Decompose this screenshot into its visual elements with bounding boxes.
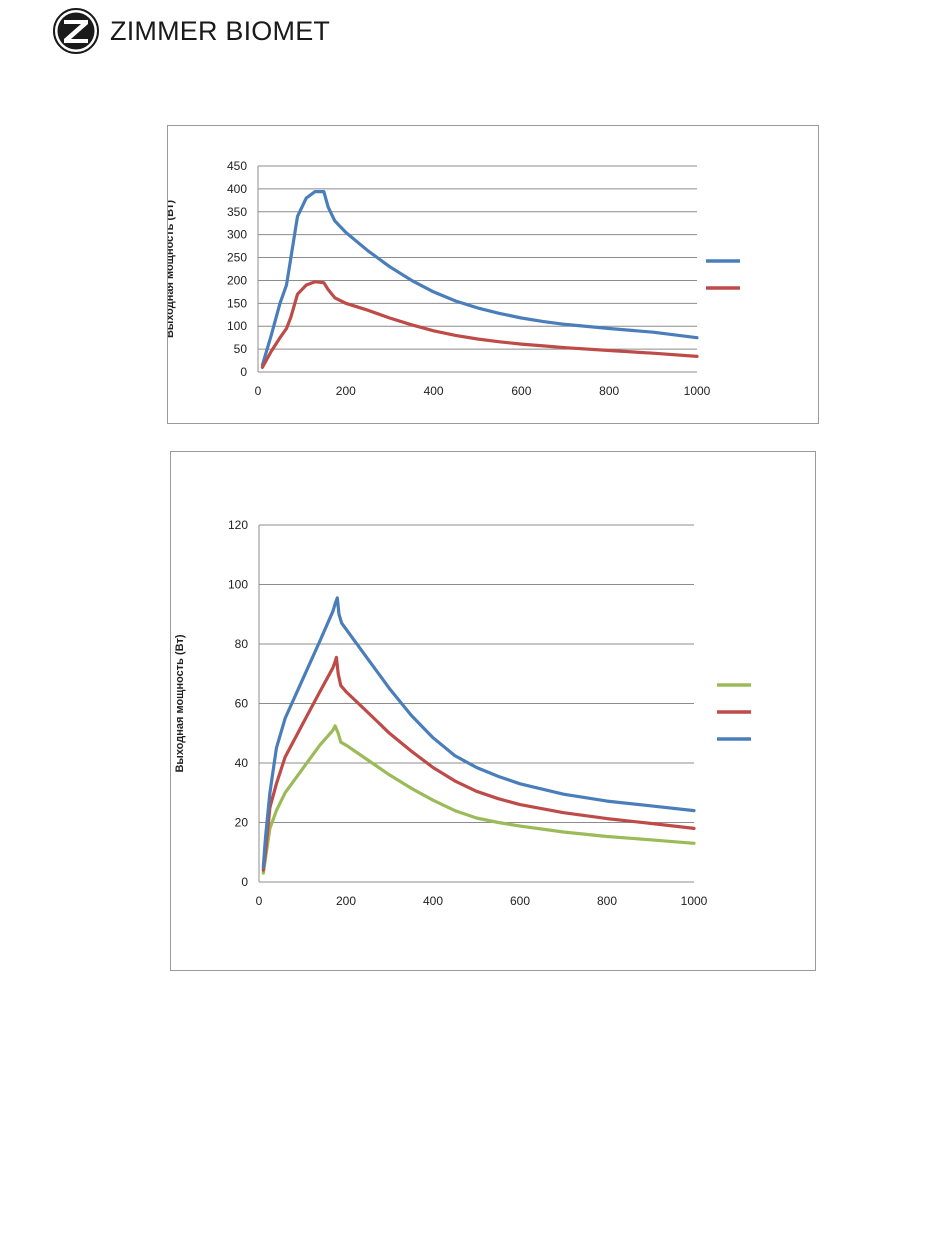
x-tick-label: 1000 <box>684 384 711 398</box>
series-line-2 <box>261 655 696 872</box>
y-tick-label: 150 <box>227 296 247 310</box>
zimmer-z-icon <box>53 8 99 54</box>
y-axis-label: Выходная мощность (Вт) <box>174 634 186 772</box>
series-line-1 <box>260 190 699 367</box>
y-tick-label: 450 <box>227 159 247 173</box>
chart-1-svg: 0 50 100 150 200 250 300 350 400 450 0 200 400 600 800… <box>164 159 740 398</box>
y-axis-label: Выходная мощность (Вт) <box>168 200 176 338</box>
chart-2-svg: 0 20 40 60 80 100 120 0 200 400 600 800 1000 Выходная… <box>174 518 751 908</box>
brand-name: ZIMMER BIOMET <box>110 16 331 46</box>
y-tick-label: 50 <box>234 342 248 356</box>
x-tick-label: 400 <box>424 384 444 398</box>
series-line-2 <box>260 280 699 369</box>
x-tick-label: 600 <box>510 894 530 908</box>
x-tick-label: 200 <box>336 384 356 398</box>
y-tick-label: 60 <box>235 697 249 711</box>
series-line-3 <box>261 596 696 869</box>
series-line-1 <box>261 724 696 875</box>
y-tick-label: 100 <box>227 319 247 333</box>
power-chart-1: 0 50 100 150 200 250 300 350 400 450 0 200 400 600 800… <box>164 125 819 424</box>
y-tick-label: 100 <box>228 578 248 592</box>
power-chart-2: 0 20 40 60 80 100 120 0 200 400 600 800 1000 Выходная… <box>170 451 816 971</box>
y-tick-label: 200 <box>227 273 247 287</box>
x-tick-label: 200 <box>336 894 356 908</box>
brand-logo: ZIMMER BIOMET <box>52 6 352 58</box>
x-tick-label: 400 <box>423 894 443 908</box>
x-tick-label: 800 <box>597 894 617 908</box>
y-tick-label: 300 <box>227 228 247 242</box>
y-tick-label: 400 <box>227 182 247 196</box>
x-tick-label: 0 <box>255 384 262 398</box>
y-tick-label: 40 <box>235 756 249 770</box>
y-tick-label: 0 <box>240 365 247 379</box>
y-tick-label: 80 <box>235 637 249 651</box>
y-tick-label: 350 <box>227 205 247 219</box>
y-tick-label: 120 <box>228 518 248 532</box>
y-tick-label: 20 <box>235 816 249 830</box>
y-tick-label: 250 <box>227 251 247 265</box>
x-tick-label: 0 <box>256 894 263 908</box>
x-tick-label: 800 <box>599 384 619 398</box>
y-tick-label: 0 <box>241 875 248 889</box>
x-tick-label: 600 <box>511 384 531 398</box>
x-tick-label: 1000 <box>681 894 708 908</box>
